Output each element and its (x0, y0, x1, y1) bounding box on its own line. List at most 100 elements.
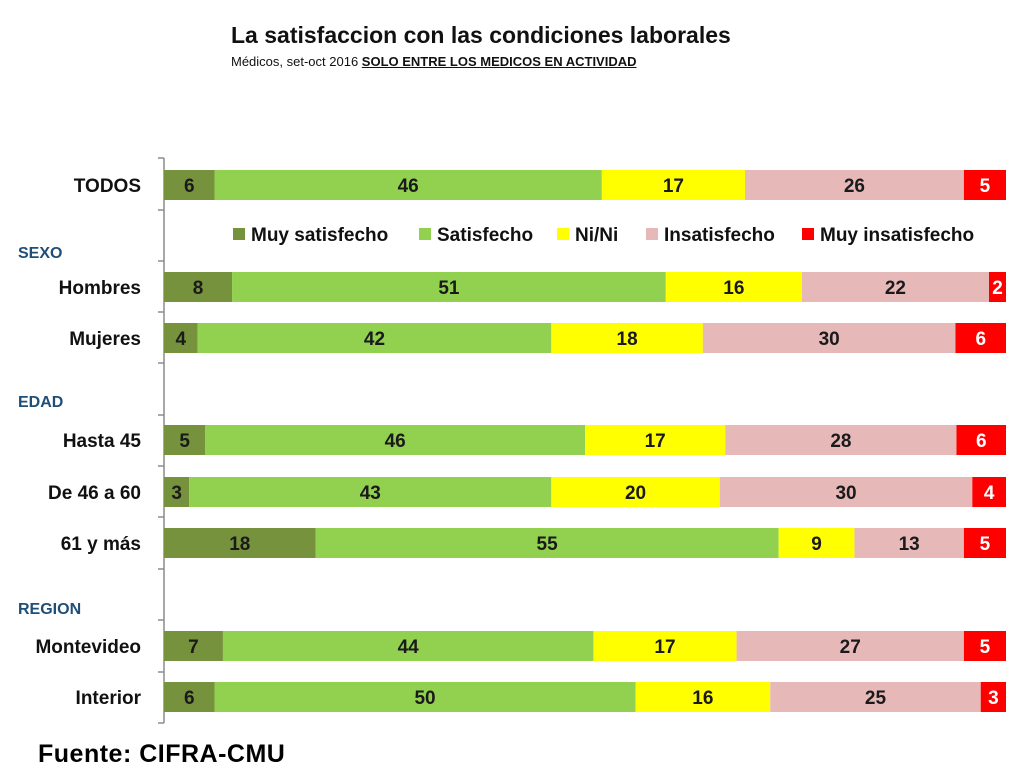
data-label: 46 (385, 431, 406, 452)
bar-segment (635, 682, 771, 712)
data-label: 6 (184, 176, 195, 197)
bar-segment (988, 272, 1006, 302)
category-label: 61 y más (61, 534, 141, 555)
data-label: 18 (229, 534, 250, 555)
bar-segment (197, 323, 552, 353)
bar-segment (955, 323, 1006, 353)
bar-segment (719, 477, 973, 507)
data-label: 6 (975, 329, 986, 350)
bar-segment (164, 682, 215, 712)
bar-segment (972, 477, 1006, 507)
data-label: 13 (899, 534, 920, 555)
source-note: Fuente: CIFRA-CMU (38, 740, 286, 768)
bar-segment (164, 170, 215, 200)
bar-segment (980, 682, 1006, 712)
bar-segment (744, 170, 964, 200)
data-label: 50 (414, 688, 435, 709)
data-label: 3 (988, 688, 999, 709)
legend-swatch (646, 228, 658, 240)
data-label: 30 (819, 329, 840, 350)
bar-segment (736, 631, 964, 661)
bar-segment (189, 477, 552, 507)
bar-segment (963, 631, 1006, 661)
data-label: 16 (692, 688, 713, 709)
data-label: 7 (188, 637, 199, 658)
data-label: 6 (184, 688, 195, 709)
data-label: 3 (171, 483, 182, 504)
bar-segment (551, 477, 720, 507)
data-label: 18 (617, 329, 638, 350)
chart-subtitle: Médicos, set-oct 2016 SOLO ENTRE LOS MED… (231, 54, 637, 69)
data-label: 4 (984, 483, 995, 504)
group-label: REGION (18, 601, 81, 618)
data-label: 2 (992, 278, 1003, 299)
data-label: 28 (830, 431, 851, 452)
category-label: Hombres (59, 278, 141, 299)
bar-segment (854, 528, 964, 558)
bar-segment (801, 272, 989, 302)
bar-segment (601, 170, 745, 200)
legend-swatch (419, 228, 431, 240)
bar-segment (164, 272, 233, 302)
bar-segment (551, 323, 703, 353)
bar-segment (702, 323, 956, 353)
category-label: De 46 a 60 (48, 483, 141, 504)
legend-label: Ni/Ni (575, 225, 618, 246)
data-label: 17 (654, 637, 675, 658)
data-label: 4 (176, 329, 187, 350)
bar-segment (205, 425, 585, 455)
data-label: 22 (885, 278, 906, 299)
bar-segment (164, 631, 223, 661)
bar-segment (164, 323, 198, 353)
data-label: 5 (980, 637, 991, 658)
legend-label: Muy insatisfecho (820, 225, 974, 246)
data-label: 9 (811, 534, 822, 555)
bar-segment (778, 528, 855, 558)
bar-segment (963, 528, 1006, 558)
group-label: EDAD (18, 394, 63, 411)
category-label: Hasta 45 (63, 431, 142, 452)
data-label: 30 (835, 483, 856, 504)
legend-swatch (802, 228, 814, 240)
bar-segment (214, 170, 602, 200)
data-label: 17 (645, 431, 666, 452)
legend-swatch (233, 228, 245, 240)
data-label: 17 (663, 176, 684, 197)
legend-label: Muy satisfecho (251, 225, 388, 246)
bar-segment (585, 425, 726, 455)
bar-segment (164, 528, 316, 558)
data-label: 5 (980, 534, 991, 555)
data-label: 51 (438, 278, 460, 299)
bar-segment (956, 425, 1006, 455)
bar-segment (232, 272, 666, 302)
bar-segment (214, 682, 636, 712)
data-label: 55 (537, 534, 559, 555)
subtitle-emphasis: SOLO ENTRE LOS MEDICOS EN ACTIVIDAD (361, 54, 637, 69)
bar-segment (963, 170, 1006, 200)
data-label: 6 (976, 431, 987, 452)
bar-segment (593, 631, 737, 661)
bar-segment (164, 477, 190, 507)
data-label: 26 (844, 176, 865, 197)
data-label: 44 (398, 637, 420, 658)
bar-segment (222, 631, 594, 661)
data-label: 25 (865, 688, 887, 709)
bar-segment (315, 528, 779, 558)
chart-title: La satisfaccion con las condiciones labo… (231, 22, 731, 48)
data-label: 46 (398, 176, 419, 197)
bar-segment (770, 682, 981, 712)
legend-label: Satisfecho (437, 225, 533, 246)
data-label: 5 (980, 176, 991, 197)
category-label: Interior (76, 688, 142, 709)
subtitle-text: Médicos, set-oct 2016 (231, 54, 362, 69)
data-label: 5 (179, 431, 190, 452)
data-label: 20 (625, 483, 646, 504)
bar-segment (164, 425, 206, 455)
bar-segment (665, 272, 802, 302)
data-label: 43 (360, 483, 381, 504)
category-label: TODOS (74, 176, 141, 197)
bar-segment (725, 425, 957, 455)
category-label: Montevideo (35, 637, 141, 658)
category-label: Mujeres (69, 329, 141, 350)
